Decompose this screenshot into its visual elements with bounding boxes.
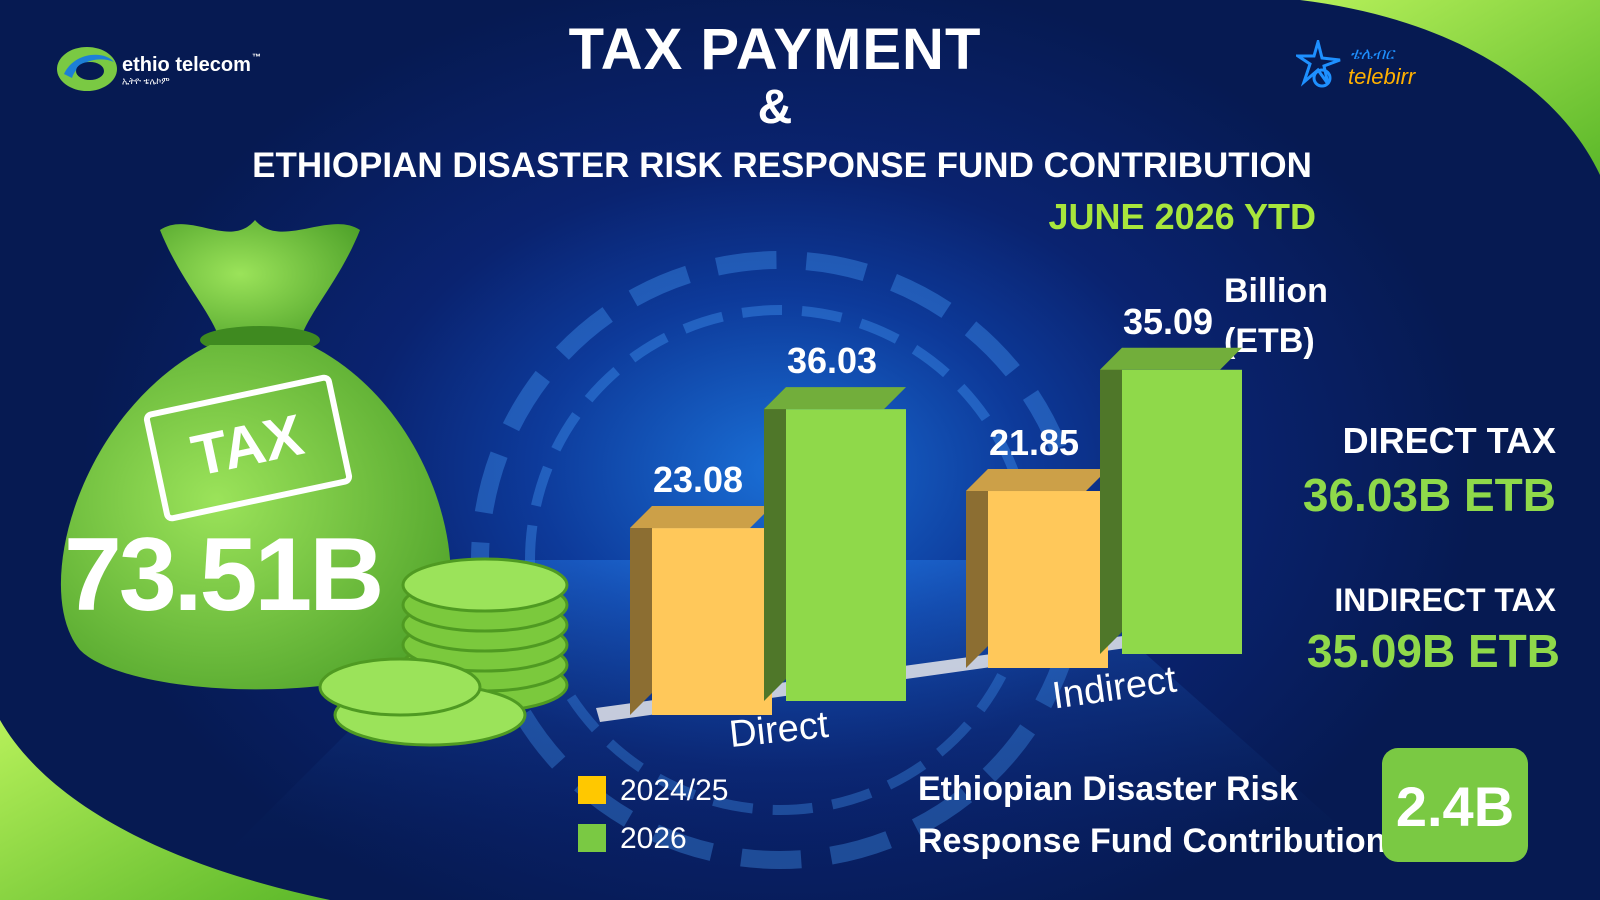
ampersand: &	[757, 81, 793, 134]
value-label-direct-2024-25: 23.08	[653, 459, 743, 500]
period-label: JUNE 2026 YTD	[1048, 196, 1316, 237]
bar-direct-2024-25	[652, 528, 772, 715]
ethio-telecom-name: ethio telecom	[122, 54, 251, 76]
legend-swatch-2024-25	[578, 776, 606, 804]
value-label-indirect-2026: 35.09	[1123, 301, 1213, 342]
legend-label-2024-25: 2024/25	[620, 774, 729, 807]
coin-stack-icon	[318, 557, 569, 747]
fund-value: 2.4B	[1395, 775, 1515, 838]
bar-direct-2026	[786, 409, 906, 701]
money-bag-icon	[60, 220, 451, 690]
bar-top-direct-2026	[764, 387, 906, 410]
bar-top-indirect-2024-25	[966, 469, 1108, 492]
bar-top-direct-2024-25	[630, 506, 772, 529]
ethio-telecom-swirl-icon	[57, 47, 117, 91]
indirect-tax-value: 35.09B ETB	[1306, 625, 1560, 677]
bar-side-direct-2024-25	[630, 506, 652, 715]
bar-side-direct-2026	[764, 387, 786, 701]
fund-value-badge: 2.4B	[1382, 748, 1528, 862]
bar-indirect-2024-25	[988, 491, 1108, 668]
bar-top-indirect-2026	[1100, 347, 1242, 370]
legend-label-2026: 2026	[620, 822, 687, 855]
telebirr-star-icon	[1293, 36, 1341, 88]
direct-tax-label: DIRECT TAX	[1342, 420, 1556, 461]
telebirr-amharic: ቴሌብር	[1350, 46, 1394, 63]
legend-swatch-2026	[578, 824, 606, 852]
total-tax-value: 73.51B	[64, 517, 384, 633]
direct-tax-value: 36.03B ETB	[1302, 469, 1556, 521]
telebirr-logo: ቴሌብር telebirr	[1293, 36, 1415, 97]
category-label-direct: Direct	[727, 704, 831, 756]
bar-side-indirect-2024-25	[966, 469, 988, 668]
ethio-telecom-logo: ethio telecom ™ ኢትዮ ቴሌኮም	[56, 44, 261, 99]
unit-label-line2: (ETB)	[1224, 322, 1315, 360]
value-label-indirect-2024-25: 21.85	[989, 422, 1079, 463]
value-label-direct-2026: 36.03	[787, 340, 877, 381]
green-corner-bottom-left	[0, 720, 330, 900]
fund-label-line2: Response Fund Contribution	[918, 822, 1387, 860]
telebirr-name: telebirr	[1348, 64, 1416, 89]
unit-label-line1: Billion	[1224, 272, 1328, 310]
trademark-mark: ™	[252, 52, 261, 62]
green-corner-top-right	[1300, 0, 1600, 175]
ethio-telecom-amharic: ኢትዮ ቴሌኮም	[122, 76, 170, 86]
indirect-tax-label: INDIRECT TAX	[1334, 582, 1556, 618]
fund-label-line1: Ethiopian Disaster Risk	[918, 770, 1298, 808]
bar-indirect-2026	[1122, 369, 1242, 654]
bar-side-indirect-2026	[1100, 347, 1122, 654]
page-title: TAX PAYMENT	[568, 17, 982, 82]
page-subtitle: ETHIOPIAN DISASTER RISK RESPONSE FUND CO…	[252, 146, 1312, 185]
